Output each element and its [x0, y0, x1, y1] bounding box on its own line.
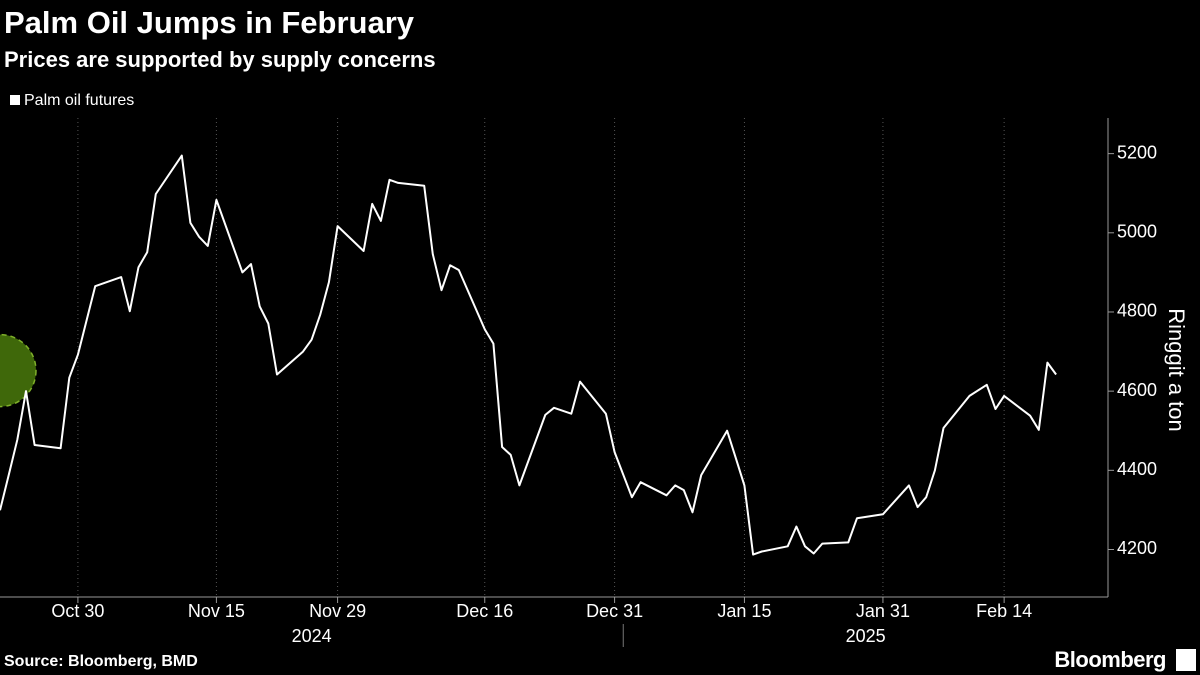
y-tick-label: 5200: [1117, 142, 1157, 162]
y-tick-label: 5000: [1117, 222, 1157, 242]
y-tick-label: 4600: [1117, 380, 1157, 400]
year-label: 2024: [292, 626, 332, 646]
highlight-circle: [0, 333, 37, 408]
brand: Bloomberg: [1054, 647, 1166, 672]
x-tick-label: Jan 15: [717, 601, 771, 621]
brand-icon: [1176, 649, 1196, 671]
legend-label: Palm oil futures: [24, 92, 134, 109]
legend-swatch: [10, 95, 20, 105]
x-tick-label: Nov 29: [309, 601, 366, 621]
x-tick-label: Dec 31: [586, 601, 643, 621]
x-tick-label: Jan 31: [856, 601, 910, 621]
year-label: 2025: [846, 626, 886, 646]
x-tick-label: Nov 15: [188, 601, 245, 621]
chart-title: Palm Oil Jumps in February: [4, 5, 415, 40]
x-tick-label: Dec 16: [456, 601, 513, 621]
y-tick-label: 4400: [1117, 459, 1157, 479]
chart-subtitle: Prices are supported by supply concerns: [4, 47, 436, 72]
source: Source: Bloomberg, BMD: [4, 653, 198, 670]
x-tick-label: Feb 14: [976, 601, 1032, 621]
y-axis-label: Ringgit a ton: [1164, 308, 1189, 432]
x-tick-label: Oct 30: [51, 601, 104, 621]
y-tick-label: 4200: [1117, 538, 1157, 558]
y-tick-label: 4800: [1117, 301, 1157, 321]
line: [0, 154, 1057, 556]
